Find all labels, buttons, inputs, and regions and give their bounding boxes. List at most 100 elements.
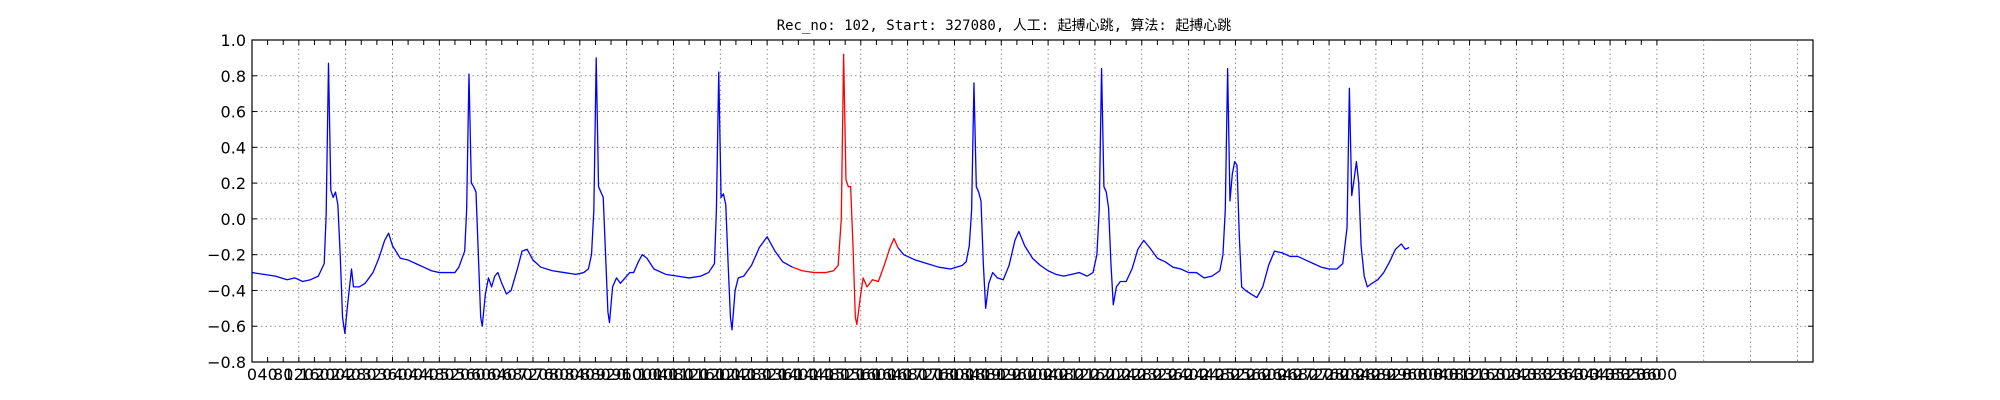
x-tick-label: 960 (611, 365, 642, 384)
x-tick-label: 1760 (918, 365, 959, 384)
y-tick-label: 0.4 (221, 138, 246, 157)
x-tick-label: 720 (518, 365, 549, 384)
x-tick-label: 3040 (1418, 365, 1459, 384)
x-tick-label: 2760 (1309, 365, 1350, 384)
x-tick-label: 2640 (1262, 365, 1303, 384)
x-tick-label: 2040 (1028, 365, 1069, 384)
x-tick-label: 2200 (1090, 365, 1131, 384)
x-tick-label: 1080 (653, 365, 694, 384)
x-tick-label: 920 (596, 365, 627, 384)
x-tick-label: 2400 (1168, 365, 1209, 384)
y-tick-label: −0.6 (207, 317, 246, 336)
x-tick-label: 3160 (1465, 365, 1506, 384)
x-tick-label: 80 (273, 365, 293, 384)
x-tick-label: 200 (315, 365, 346, 384)
x-tick-label: 0 (247, 365, 257, 384)
x-tick-label: 3280 (1512, 365, 1553, 384)
x-tick-label: 1000 (622, 365, 663, 384)
y-tick-label: 1.0 (221, 31, 246, 50)
plot-frame (251, 39, 1814, 363)
y-tick-label: 0.6 (221, 103, 246, 122)
x-tick-label: 2000 (1012, 365, 1053, 384)
x-tick-label: 1040 (638, 365, 679, 384)
x-tick-label: 3520 (1605, 365, 1646, 384)
x-tick-label: 2520 (1215, 365, 1256, 384)
y-tick-label: 0.2 (221, 174, 246, 193)
x-tick-label: 1800 (934, 365, 975, 384)
x-tick-label: 440 (408, 365, 439, 384)
x-tick-label: 2080 (1043, 365, 1084, 384)
x-tick-label: 2160 (1075, 365, 1116, 384)
x-tick-label: 3600 (1637, 365, 1678, 384)
x-tick-label: 3440 (1574, 365, 1615, 384)
x-tick-label: 3360 (1543, 365, 1584, 384)
x-tick-label: 560 (455, 365, 486, 384)
ecg-series-line-1 (251, 57, 793, 335)
x-tick-label: 1960 (997, 365, 1038, 384)
x-tick-label: 760 (533, 365, 564, 384)
y-tick-label: 0.8 (221, 67, 246, 86)
x-tick-label: 2240 (1106, 365, 1147, 384)
x-tick-label: 3400 (1558, 365, 1599, 384)
x-tick-label: 2440 (1184, 365, 1225, 384)
x-tick-label: 3320 (1527, 365, 1568, 384)
x-tick-label: 3240 (1496, 365, 1537, 384)
y-tick-label: 0.0 (221, 210, 246, 229)
x-tick-label: 640 (486, 365, 517, 384)
x-tick-label: 3200 (1480, 365, 1521, 384)
x-tick-label: 1560 (840, 365, 881, 384)
x-tick-label: 1440 (794, 365, 835, 384)
x-tick-label: 3000 (1402, 365, 1443, 384)
x-tick-label: 1120 (669, 365, 710, 384)
ecg-series-line-3 (897, 67, 1410, 309)
x-tick-label: 1920 (981, 365, 1022, 384)
x-tick-label: 3120 (1449, 365, 1490, 384)
x-tick-label: 840 (565, 365, 596, 384)
x-tick-label: 360 (377, 365, 408, 384)
x-tick-label: 2960 (1387, 365, 1428, 384)
x-tick-label: 240 (330, 365, 361, 384)
x-tick-label: 2840 (1340, 365, 1381, 384)
x-tick-label: 280 (346, 365, 377, 384)
x-tick-label: 1320 (747, 365, 788, 384)
x-tick-label: 120 (284, 365, 315, 384)
x-tick-label: 2920 (1371, 365, 1412, 384)
grid-lines (252, 40, 1813, 362)
x-tick-label: 600 (471, 365, 502, 384)
x-tick-label: 1240 (716, 365, 757, 384)
x-tick-label: 160 (299, 365, 330, 384)
x-tick-label: 1160 (684, 365, 725, 384)
x-tick-label: 800 (549, 365, 580, 384)
x-tick-label: 2360 (1153, 365, 1194, 384)
y-tick-label: −0.8 (207, 353, 246, 372)
x-tick-label: 1200 (700, 365, 741, 384)
x-tick-label: 3560 (1621, 365, 1662, 384)
x-tick-label: 1640 (872, 365, 913, 384)
x-tick-label: 1280 (731, 365, 772, 384)
x-tick-label: 1680 (887, 365, 928, 384)
x-tick-label: 3480 (1590, 365, 1631, 384)
x-tick-label: 1400 (778, 365, 819, 384)
x-tick-label: 3080 (1434, 365, 1475, 384)
x-tick-label: 400 (393, 365, 424, 384)
y-tick-label: −0.2 (207, 246, 246, 265)
x-tick-label: 2880 (1356, 365, 1397, 384)
x-tick-label: 2480 (1199, 365, 1240, 384)
x-tick-label: 40 (257, 365, 277, 384)
x-tick-label: 320 (362, 365, 393, 384)
x-tick-label: 1600 (856, 365, 897, 384)
x-tick-label: 1360 (762, 365, 803, 384)
chart-title: Rec_no: 102, Start: 327080, 人工: 起搏心跳, 算法… (777, 17, 1232, 34)
x-tick-label: 2600 (1246, 365, 1287, 384)
x-tick-label: 1480 (809, 365, 850, 384)
x-tick-label: 2280 (1121, 365, 1162, 384)
x-tick-label: 2800 (1324, 365, 1365, 384)
ecg-series (251, 53, 1410, 335)
x-tick-label: 2320 (1137, 365, 1178, 384)
axis-ticks: 1.00.80.60.40.20.0−0.2−0.4−0.6−0.80 40801… (207, 31, 1813, 384)
x-tick-label: 2680 (1278, 365, 1319, 384)
y-tick-label: −0.4 (207, 281, 246, 300)
ecg-series-line-2 (792, 53, 899, 326)
x-tick-label: 2120 (1059, 365, 1100, 384)
